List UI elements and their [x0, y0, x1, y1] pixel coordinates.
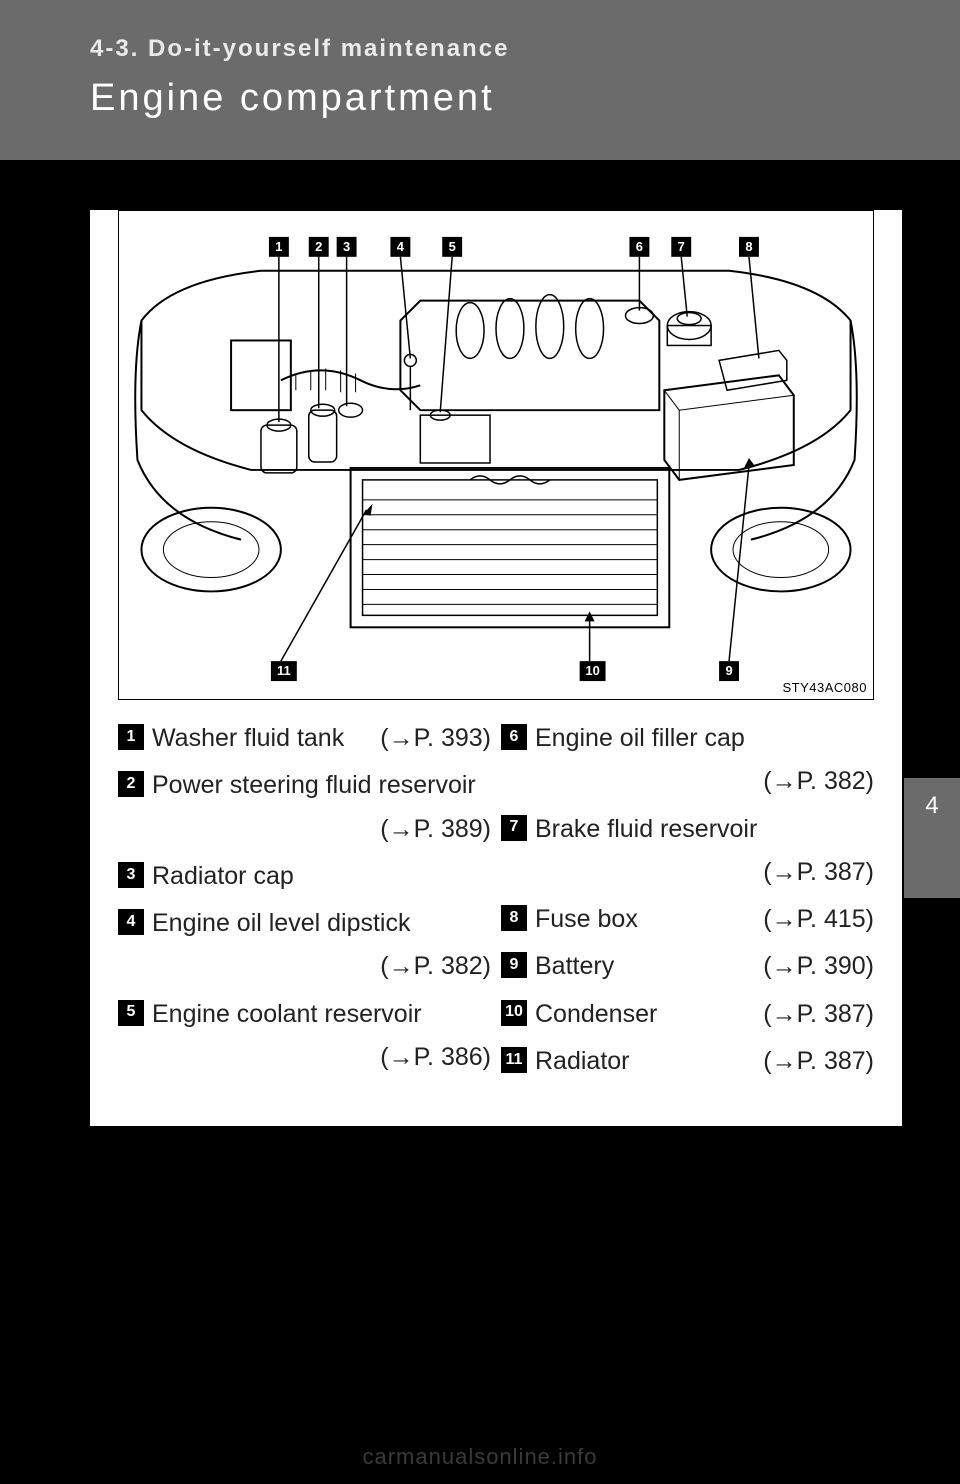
page-title: Engine compartment [90, 77, 960, 120]
legend-item: 3 Radiator cap [118, 856, 491, 897]
legend-body: Radiator cap [152, 856, 491, 897]
legend-item: 9 Battery (→P. 390) [501, 946, 874, 987]
legend-body: Engine oil filler cap(→P. 382) [535, 718, 874, 803]
legend-body: Engine oil level dipstick(→P. 382) [152, 903, 491, 988]
legend-marker: 5 [118, 1000, 144, 1026]
diagram-ref-code: STY43AC080 [783, 680, 868, 695]
legend-pageref: (→P. 415) [763, 899, 874, 940]
engine-diagram: 1 2 3 4 5 6 7 8 11 10 9 STY43AC080 [118, 210, 874, 700]
legend-label: Washer fluid tank [152, 718, 344, 759]
legend-marker: 4 [118, 909, 144, 935]
legend-item: 10 Condenser (→P. 387) [501, 994, 874, 1035]
page-header: 4-3. Do-it-yourself maintenance Engine c… [0, 0, 960, 160]
legend-item: 4 Engine oil level dipstick(→P. 382) [118, 903, 491, 988]
legend-pageref: (→P. 389) [152, 809, 491, 850]
legend-marker: 9 [501, 952, 527, 978]
legend-marker: 1 [118, 724, 144, 750]
breadcrumb: 4-3. Do-it-yourself maintenance [90, 35, 960, 63]
legend-pageref: (→P. 382) [535, 761, 874, 802]
legend-item: 7 Brake fluid reservoir(→P. 387) [501, 809, 874, 894]
legend-pageref: (→P. 382) [152, 946, 491, 987]
callout-boxes-bottom: 11 10 9 [271, 661, 739, 681]
legend-body: Washer fluid tank (→P. 393) [152, 718, 491, 759]
legend-item: 2 Power steering fluid reservoir(→P. 389) [118, 765, 491, 850]
legend-pageref: (→P. 387) [535, 852, 874, 893]
svg-text:2: 2 [315, 239, 322, 254]
legend-item: 8 Fuse box (→P. 415) [501, 899, 874, 940]
legend-marker: 2 [118, 771, 144, 797]
legend-body: Power steering fluid reservoir(→P. 389) [152, 765, 491, 850]
legend-label: Power steering fluid reservoir [152, 765, 476, 806]
svg-text:7: 7 [678, 239, 685, 254]
chapter-number: 4 [925, 792, 938, 820]
svg-text:1: 1 [275, 239, 282, 254]
legend-body: Brake fluid reservoir(→P. 387) [535, 809, 874, 894]
svg-text:8: 8 [745, 239, 752, 254]
legend-body: Radiator (→P. 387) [535, 1041, 874, 1082]
legend-item: 1 Washer fluid tank (→P. 393) [118, 718, 491, 759]
svg-text:5: 5 [449, 239, 456, 254]
legend-label: Radiator cap [152, 856, 294, 897]
legend-item: 6 Engine oil filler cap(→P. 382) [501, 718, 874, 803]
legend-item: 11 Radiator (→P. 387) [501, 1041, 874, 1082]
svg-text:4: 4 [397, 239, 405, 254]
legend-label: Battery [535, 946, 614, 987]
legend-marker: 11 [501, 1047, 527, 1073]
legend-columns: 1 Washer fluid tank (→P. 393) 2 Power steeri… [118, 718, 874, 1088]
legend-pageref: (→P. 393) [380, 718, 491, 759]
legend-item: 5 Engine coolant reservoir(→P. 386) [118, 994, 491, 1079]
legend-pageref: (→P. 390) [763, 946, 874, 987]
content-box: 1 2 3 4 5 6 7 8 11 10 9 STY43AC080 1 Washer fluid … [90, 210, 902, 1126]
legend-body: Battery (→P. 390) [535, 946, 874, 987]
svg-text:9: 9 [725, 663, 732, 678]
legend-label: Engine oil filler cap [535, 718, 745, 759]
legend-pageref: (→P. 387) [763, 1041, 874, 1082]
legend-label: Condenser [535, 994, 657, 1035]
svg-text:6: 6 [636, 239, 643, 254]
manual-page: 4-3. Do-it-yourself maintenance Engine c… [0, 0, 960, 1484]
legend-pageref: (→P. 386) [152, 1037, 491, 1078]
legend-body: Condenser (→P. 387) [535, 994, 874, 1035]
legend-marker: 3 [118, 862, 144, 888]
legend-label: Radiator [535, 1041, 630, 1082]
legend-marker: 8 [501, 905, 527, 931]
callout-boxes: 1 2 3 4 5 6 7 8 [269, 237, 759, 257]
legend-marker: 7 [501, 815, 527, 841]
svg-text:11: 11 [277, 663, 291, 678]
chapter-tab: 4 [904, 778, 960, 898]
legend-col-left: 1 Washer fluid tank (→P. 393) 2 Power steeri… [118, 718, 491, 1088]
legend-marker: 10 [501, 1000, 527, 1026]
svg-text:10: 10 [585, 663, 599, 678]
legend-label: Engine coolant reservoir [152, 994, 422, 1035]
legend-col-right: 6 Engine oil filler cap(→P. 382) 7 Brake fl… [501, 718, 874, 1088]
svg-text:3: 3 [343, 239, 350, 254]
footer-watermark: carmanualsonline.info [0, 1444, 960, 1470]
engine-diagram-svg: 1 2 3 4 5 6 7 8 11 10 9 [119, 211, 873, 699]
legend-marker: 6 [501, 724, 527, 750]
legend-pageref: (→P. 387) [763, 994, 874, 1035]
legend-body: Engine coolant reservoir(→P. 386) [152, 994, 491, 1079]
legend-label: Fuse box [535, 899, 638, 940]
legend-body: Fuse box (→P. 415) [535, 899, 874, 940]
legend-label: Engine oil level dipstick [152, 903, 410, 944]
legend-label: Brake fluid reservoir [535, 809, 757, 850]
